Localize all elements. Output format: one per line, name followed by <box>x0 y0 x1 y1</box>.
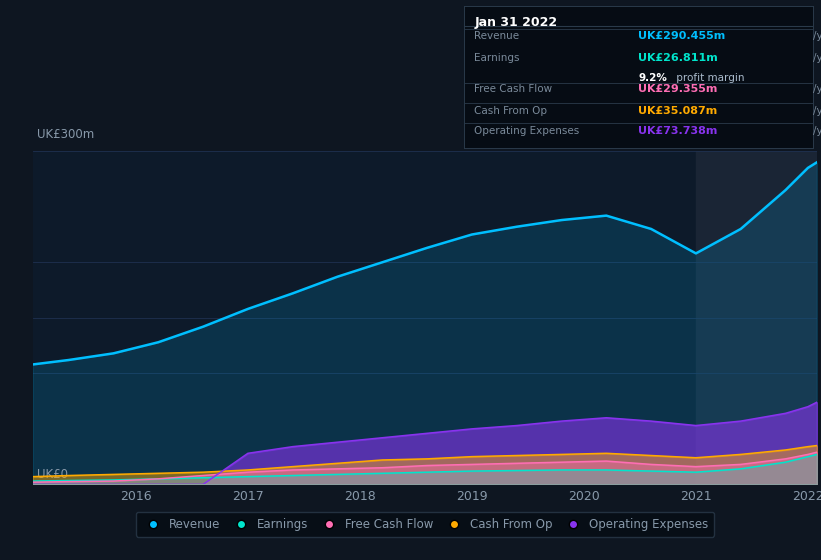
Text: UK£300m: UK£300m <box>37 128 94 141</box>
Legend: Revenue, Earnings, Free Cash Flow, Cash From Op, Operating Expenses: Revenue, Earnings, Free Cash Flow, Cash … <box>135 512 714 537</box>
Text: Revenue: Revenue <box>475 31 520 41</box>
Text: Free Cash Flow: Free Cash Flow <box>475 84 553 94</box>
Text: UK£73.738m: UK£73.738m <box>639 126 718 136</box>
Text: UK£35.087m: UK£35.087m <box>639 106 718 115</box>
Text: Jan 31 2022: Jan 31 2022 <box>475 16 557 29</box>
Text: profit margin: profit margin <box>673 73 745 83</box>
Text: /yr: /yr <box>813 106 821 115</box>
Text: Earnings: Earnings <box>475 53 520 63</box>
Text: UK£29.355m: UK£29.355m <box>639 84 718 94</box>
Text: /yr: /yr <box>813 126 821 136</box>
Text: UK£0: UK£0 <box>37 468 68 481</box>
Text: /yr: /yr <box>813 84 821 94</box>
Text: 9.2%: 9.2% <box>639 73 667 83</box>
Bar <box>696 151 821 484</box>
Text: UK£26.811m: UK£26.811m <box>639 53 718 63</box>
Text: /yr: /yr <box>813 53 821 63</box>
Text: /yr: /yr <box>813 31 821 41</box>
Text: UK£290.455m: UK£290.455m <box>639 31 726 41</box>
Text: Cash From Op: Cash From Op <box>475 106 548 115</box>
Text: Operating Expenses: Operating Expenses <box>475 126 580 136</box>
